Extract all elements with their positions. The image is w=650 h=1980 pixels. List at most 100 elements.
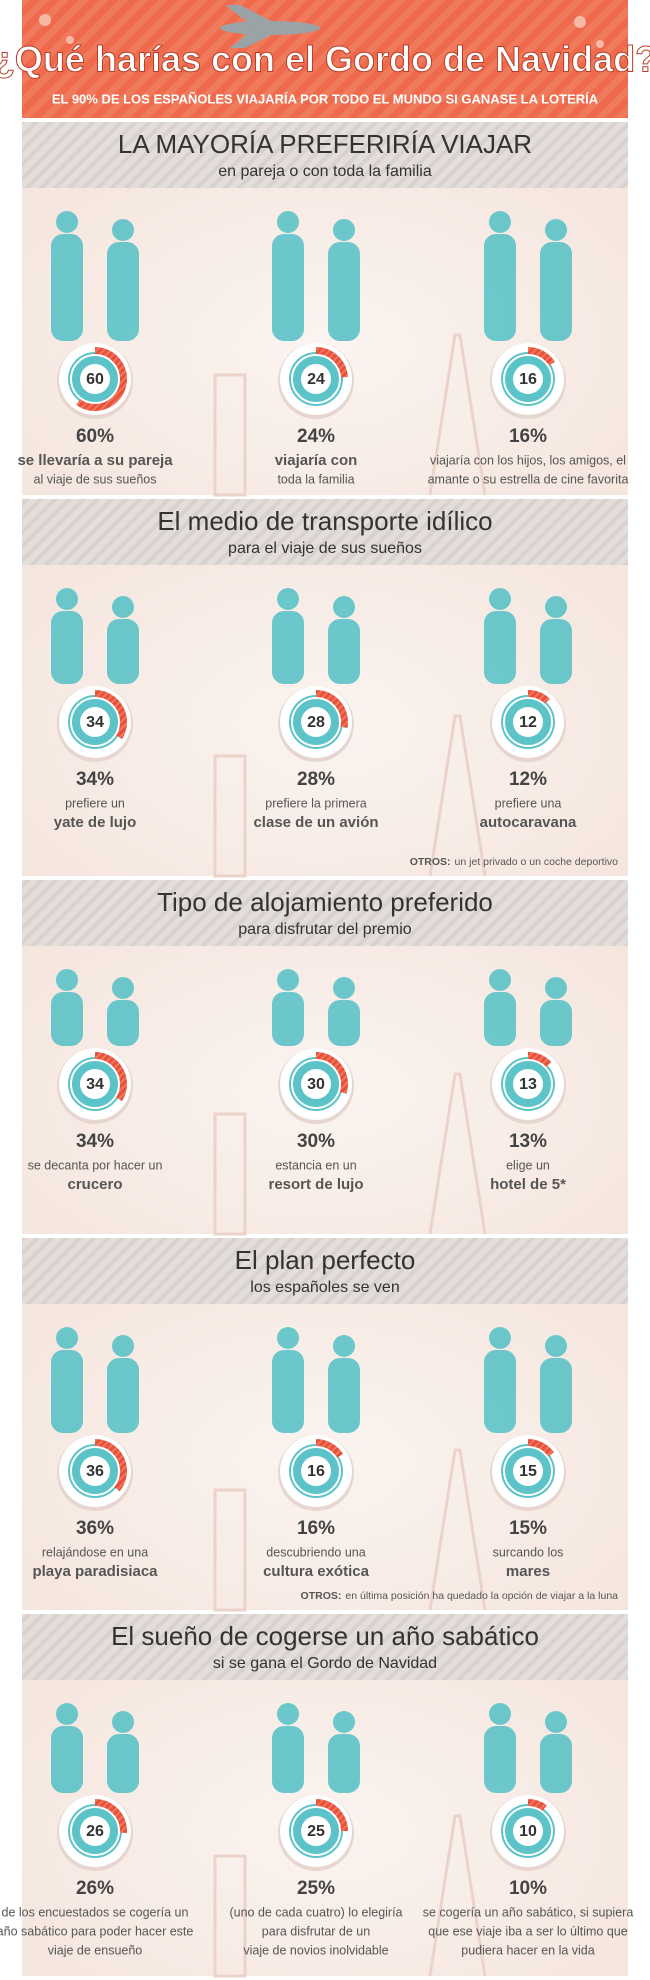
silhouette-body <box>328 1358 360 1433</box>
percent-label: 60% <box>76 426 114 447</box>
description-line: resort de lujo <box>268 1176 363 1193</box>
description-line: pudiera hacer en la vida <box>461 1943 594 1957</box>
description-line: al viaje de sus sueños <box>34 472 157 486</box>
silhouette-head <box>277 1327 299 1349</box>
note-label: OTROS: <box>301 1590 342 1602</box>
illustration <box>272 1327 360 1433</box>
description-line: mares <box>506 1563 550 1580</box>
illustration <box>484 969 572 1046</box>
donut-center <box>513 1456 543 1486</box>
section-banner <box>22 499 628 565</box>
silhouette-head <box>333 1335 355 1357</box>
percent-label: 30% <box>297 1131 335 1152</box>
illustration <box>51 211 139 341</box>
percent-label: 16% <box>297 1518 335 1539</box>
description-line: estancia en un <box>275 1158 356 1172</box>
percent-label: 12% <box>509 769 547 790</box>
description-line: hotel de 5* <box>490 1176 566 1193</box>
silhouette-body <box>484 992 516 1046</box>
silhouette-head <box>112 977 134 999</box>
silhouette-head <box>277 969 299 991</box>
percent-label: 34% <box>76 1131 114 1152</box>
plane <box>220 5 320 48</box>
description-line: yate de lujo <box>54 814 137 831</box>
donut-value: 16 <box>519 371 537 388</box>
silhouette-head <box>277 588 299 610</box>
silhouette-head <box>489 969 511 991</box>
description-line: playa paradisiaca <box>32 1563 158 1580</box>
donut-value: 60 <box>86 371 104 388</box>
description-line: se llevaría a su pareja <box>17 452 173 469</box>
silhouette-head <box>489 1327 511 1349</box>
silhouette-head <box>333 1711 355 1733</box>
silhouette-body <box>272 992 304 1046</box>
description-line: toda la familia <box>277 472 354 486</box>
silhouette-head <box>112 219 134 241</box>
silhouette-head <box>112 1335 134 1357</box>
percent-label: 16% <box>509 426 547 447</box>
note: OTROS: en última posición ha quedado la o… <box>301 1590 619 1602</box>
description-line: prefiere un <box>65 796 125 810</box>
description-line: año sabático para poder hacer este <box>0 1924 193 1938</box>
silhouette-body <box>51 234 83 341</box>
section-banner <box>22 1238 628 1304</box>
percent-label: 28% <box>297 769 335 790</box>
description-line: prefiere una <box>495 796 562 810</box>
note-text: en última posición ha quedado la opción … <box>345 1590 618 1602</box>
section-subtitle: en pareja o con toda la familia <box>218 163 432 180</box>
silhouette-head <box>545 596 567 618</box>
donut-value: 36 <box>86 1463 104 1480</box>
description-line: viaje de ensueño <box>48 1943 143 1957</box>
section-subtitle: para disfrutar del premio <box>238 921 412 938</box>
silhouette-body <box>540 1000 572 1046</box>
silhouette-body <box>540 1358 572 1433</box>
silhouette-body <box>540 242 572 341</box>
section-banner <box>22 122 628 188</box>
illustration <box>51 1327 139 1433</box>
silhouette-head <box>277 211 299 233</box>
donut-center <box>80 364 110 394</box>
silhouette-head <box>56 588 78 610</box>
monument <box>428 1448 487 1611</box>
description-line: prefiere la primera <box>265 796 366 810</box>
silhouette-body <box>328 1000 360 1046</box>
description-line: de los encuestados se cogería un <box>2 1905 189 1919</box>
section-subtitle: si se gana el Gordo de Navidad <box>213 1655 437 1672</box>
donut-value: 16 <box>307 1463 325 1480</box>
header-subtitle: EL 90% DE LOS ESPAÑOLES VIAJARÍA POR TOD… <box>52 91 599 106</box>
silhouette-head <box>112 596 134 618</box>
illustration <box>272 969 360 1046</box>
description-line: cultura exótica <box>263 1563 370 1580</box>
donut-value: 28 <box>307 714 325 731</box>
silhouette-body <box>484 611 516 684</box>
description-line: que ese viaje iba a ser lo último que <box>428 1924 627 1938</box>
silhouette-body <box>51 1350 83 1433</box>
silhouette-body <box>272 611 304 684</box>
donut-center <box>513 1816 543 1846</box>
donut-value: 10 <box>519 1823 537 1840</box>
monument <box>213 1112 247 1236</box>
silhouette-body <box>272 1726 304 1793</box>
silhouette-body <box>540 1734 572 1793</box>
donut-value: 34 <box>86 714 104 731</box>
silhouette-body <box>272 1350 304 1433</box>
stars <box>39 14 604 48</box>
silhouette-body <box>107 1358 139 1433</box>
silhouette-head <box>545 219 567 241</box>
donut-value: 30 <box>307 1076 325 1093</box>
monument <box>213 754 247 878</box>
percent-label: 15% <box>509 1518 547 1539</box>
donut-value: 26 <box>86 1823 104 1840</box>
donut-value: 12 <box>519 714 537 731</box>
monument <box>213 1854 247 1978</box>
description-line: autocaravana <box>480 814 577 831</box>
donut-center <box>80 707 110 737</box>
donut-value: 24 <box>307 371 325 388</box>
section-subtitle: los españoles se ven <box>250 1279 399 1296</box>
silhouette-body <box>107 242 139 341</box>
silhouette-body <box>484 1726 516 1793</box>
section-title: El sueño de cogerse un año sabático <box>111 1621 539 1651</box>
donut-center <box>80 1816 110 1846</box>
silhouette-body <box>328 619 360 684</box>
